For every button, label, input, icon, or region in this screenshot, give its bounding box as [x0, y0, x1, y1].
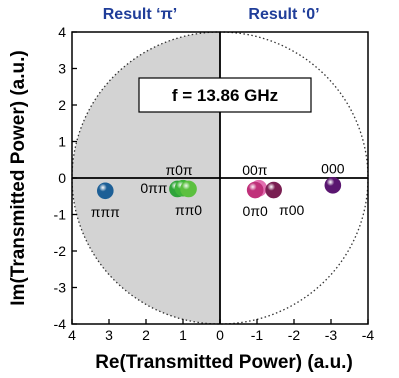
y-tick-label: 0 — [58, 170, 66, 186]
y-tick-label: 3 — [58, 61, 66, 77]
x-tick-label: 4 — [68, 327, 76, 343]
y-tick-label: -3 — [54, 280, 67, 296]
point-label: 0ππ — [140, 180, 167, 196]
x-tick-label: 3 — [105, 327, 113, 343]
x-tick-label: -4 — [362, 327, 375, 343]
frequency-annotation: f = 13.86 GHz — [172, 86, 278, 105]
frequency-box — [138, 77, 312, 113]
point-label: πππ — [91, 204, 120, 220]
y-axis-title: Im(Transmitted Power) (a.u.) — [8, 50, 29, 305]
y-tick-label: 1 — [58, 134, 66, 150]
x-tick-label: -2 — [288, 327, 301, 343]
x-tick-label: -3 — [325, 327, 338, 343]
y-tick-label: 2 — [58, 97, 66, 113]
y-tick-label: -2 — [54, 243, 67, 259]
y-tick-label: 4 — [58, 24, 66, 40]
data-point — [246, 181, 264, 199]
x-tick-label: 2 — [142, 327, 150, 343]
data-point — [180, 180, 197, 198]
x-tick-label: 0 — [216, 327, 224, 343]
x-axis-title: Re(Transmitted Power) (a.u.) — [95, 352, 353, 373]
point-label: 0π0 — [243, 203, 268, 219]
y-tick-label: -1 — [54, 207, 67, 223]
y-tick-label: -4 — [54, 316, 67, 332]
result-zero-label: Result ‘0’ — [248, 6, 319, 23]
point-label: 000 — [321, 160, 345, 176]
data-point — [265, 181, 282, 199]
x-tick-label: -1 — [251, 327, 264, 343]
point-label: ππ0 — [175, 202, 202, 218]
x-tick-label: 1 — [179, 327, 187, 343]
point-label: π0π — [165, 162, 192, 178]
result-pi-label: Result ‘π’ — [103, 6, 177, 23]
data-point — [324, 177, 342, 194]
data-point — [97, 182, 114, 200]
point-label: 00π — [242, 162, 268, 178]
point-label: π00 — [279, 202, 304, 218]
